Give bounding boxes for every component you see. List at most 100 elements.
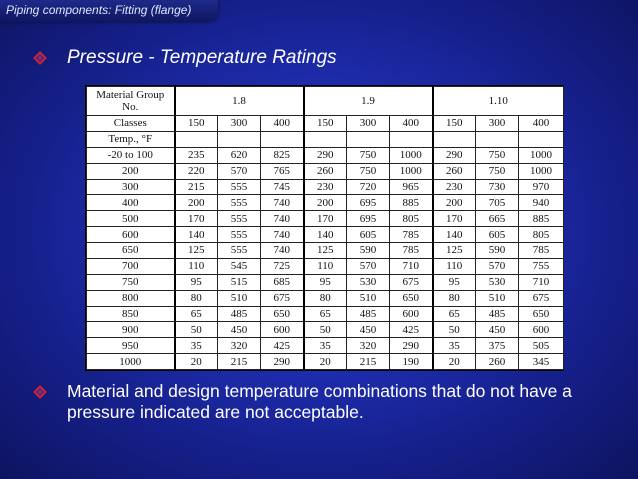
pressure-cell: 555 <box>217 210 261 228</box>
pressure-cell: 740 <box>260 226 304 243</box>
pressure-cell: 125 <box>302 242 347 259</box>
table-row: 700 110 545 725 110 570 710 110 570 755 <box>86 257 565 275</box>
pressure-cell: 345 <box>517 353 565 370</box>
pressure-cell: 600 <box>389 305 433 323</box>
pressure-cell: 555 <box>217 242 261 259</box>
temperature-cell: 850 <box>86 305 175 323</box>
pressure-cell: 785 <box>517 242 565 259</box>
pressure-cell: 765 <box>260 162 304 180</box>
pressure-cell: 555 <box>217 194 261 212</box>
class-header: 150 <box>431 115 476 132</box>
pressure-cell: 710 <box>389 257 433 275</box>
pressure-cell: 290 <box>302 146 347 164</box>
pressure-cell: 450 <box>217 321 261 339</box>
pressure-cell: 215 <box>173 178 218 196</box>
pressure-cell: 725 <box>260 257 304 275</box>
pressure-cell: 200 <box>173 194 218 212</box>
class-header: 400 <box>260 115 304 132</box>
pressure-cell: 65 <box>173 305 218 323</box>
slide-header-tab: Piping components: Fitting (flange) <box>0 0 218 22</box>
pressure-cell: 675 <box>389 273 433 291</box>
pressure-cell: 450 <box>475 321 519 339</box>
pressure-cell: 685 <box>260 273 304 291</box>
pressure-cell: 570 <box>346 257 390 275</box>
pressure-cell: 140 <box>173 226 218 243</box>
class-header: 300 <box>217 115 261 132</box>
pressure-cell: 260 <box>475 353 519 370</box>
material-group-label: Material Group No. <box>86 86 175 116</box>
class-header: 400 <box>389 115 433 132</box>
empty-cell <box>217 130 261 148</box>
pressure-cell: 65 <box>431 305 476 323</box>
table-row: 300 215 555 745 230 720 965 230 730 970 <box>86 178 565 196</box>
temperature-cell: 200 <box>86 162 175 180</box>
pressure-cell: 200 <box>302 194 347 212</box>
pressure-cell: 740 <box>260 242 304 259</box>
pressure-cell: 170 <box>173 210 218 228</box>
pressure-cell: 740 <box>260 194 304 212</box>
pressure-cell: 50 <box>173 321 218 339</box>
pressure-cell: 35 <box>431 337 476 355</box>
pressure-cell: 675 <box>517 289 565 307</box>
pressure-cell: 230 <box>302 178 347 196</box>
pressure-cell: 20 <box>302 353 347 370</box>
diamond-bullet-icon <box>33 51 47 65</box>
note-text: Material and design temperature combinat… <box>67 381 572 422</box>
pressure-cell: 215 <box>217 353 261 370</box>
pressure-cell: 235 <box>173 146 218 164</box>
class-header: 300 <box>475 115 519 132</box>
pressure-cell: 750 <box>475 146 519 164</box>
group-header: 1.10 <box>431 86 565 116</box>
pressure-cell: 20 <box>431 353 476 370</box>
pressure-cell: 140 <box>431 226 476 243</box>
table-row: 900 50 450 600 50 450 425 50 450 600 <box>86 321 565 339</box>
pressure-cell: 20 <box>173 353 218 370</box>
temperature-cell: 950 <box>86 337 175 355</box>
pressure-cell: 200 <box>431 194 476 212</box>
temperature-cell: 700 <box>86 257 175 275</box>
pressure-cell: 35 <box>173 337 218 355</box>
pressure-cell: 190 <box>389 353 433 370</box>
pressure-cell: 695 <box>346 194 390 212</box>
pressure-cell: 510 <box>346 289 390 307</box>
pressure-cell: 260 <box>431 162 476 180</box>
table-row: 650 125 555 740 125 590 785 125 590 785 <box>86 242 565 259</box>
pressure-cell: 290 <box>260 353 304 370</box>
table-row: 400 200 555 740 200 695 885 200 705 940 <box>86 194 565 212</box>
ratings-table-container: Material Group No. 1.8 1.9 1.10 Classes … <box>86 86 565 370</box>
temperature-cell: 400 <box>86 194 175 212</box>
pressure-cell: 705 <box>475 194 519 212</box>
pressure-cell: 555 <box>217 178 261 196</box>
pressure-cell: 720 <box>346 178 390 196</box>
pressure-cell: 675 <box>260 289 304 307</box>
pressure-cell: 450 <box>346 321 390 339</box>
temperature-cell: 300 <box>86 178 175 196</box>
empty-cell <box>517 130 565 148</box>
pressure-cell: 125 <box>431 242 476 259</box>
material-group-row: Material Group No. 1.8 1.9 1.10 <box>86 86 565 116</box>
pressure-cell: 1000 <box>517 146 565 164</box>
temperature-cell: 650 <box>86 242 175 259</box>
pressure-cell: 940 <box>517 194 565 212</box>
pressure-cell: 650 <box>517 305 565 323</box>
pressure-cell: 80 <box>431 289 476 307</box>
pressure-cell: 695 <box>346 210 390 228</box>
pressure-cell: 80 <box>173 289 218 307</box>
group-header: 1.8 <box>173 86 304 116</box>
pressure-cell: 605 <box>475 226 519 243</box>
pressure-cell: 485 <box>217 305 261 323</box>
pressure-cell: 650 <box>260 305 304 323</box>
pressure-cell: 1000 <box>389 162 433 180</box>
pressure-cell: 320 <box>217 337 261 355</box>
pressure-cell: 110 <box>302 257 347 275</box>
pressure-cell: 805 <box>389 210 433 228</box>
pressure-cell: 515 <box>217 273 261 291</box>
pressure-cell: 755 <box>517 257 565 275</box>
pressure-cell: 510 <box>217 289 261 307</box>
pressure-cell: 50 <box>431 321 476 339</box>
pressure-cell: 750 <box>346 146 390 164</box>
pressure-cell: 220 <box>173 162 218 180</box>
temperature-cell: 800 <box>86 289 175 307</box>
pressure-cell: 530 <box>346 273 390 291</box>
pressure-cell: 590 <box>346 242 390 259</box>
